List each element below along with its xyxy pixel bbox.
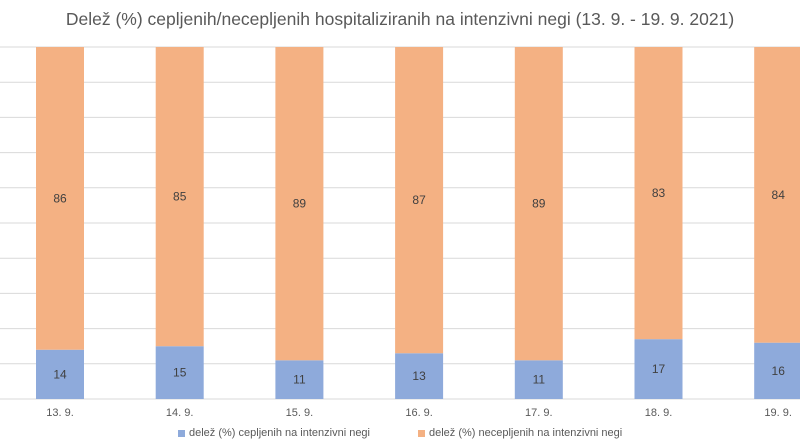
bar-segment-vaccinated — [514, 360, 563, 399]
legend-swatch-vaccinated — [178, 429, 185, 437]
data-label: 11 — [293, 373, 306, 387]
x-axis-ticks: 13. 9. 14. 9. 15. 9. 16. 9. 17. 9. 18. 9. 19. … — [46, 407, 792, 419]
data-label: 89 — [293, 197, 307, 211]
data-label: 84 — [772, 188, 786, 202]
x-tick-label: 16. 9. — [405, 407, 433, 419]
bars — [36, 47, 800, 399]
x-tick-label: 15. 9. — [286, 407, 314, 419]
bar-segment-vaccinated — [36, 349, 84, 399]
legend-item-unvaccinated: delež (%) necepljenih na intenzivni negi — [418, 427, 622, 439]
bar-segment-vaccinated — [634, 339, 683, 399]
bar-segment-unvaccinated — [634, 47, 683, 340]
legend-label-vaccinated: delež (%) cepljenih na intenzivni negi — [189, 427, 370, 439]
data-label: 87 — [412, 193, 426, 207]
data-label: 85 — [173, 190, 187, 204]
x-tick-label: 19. 9. — [764, 407, 792, 419]
bar-segment-unvaccinated — [36, 47, 84, 350]
bar-segment-unvaccinated — [275, 47, 324, 361]
x-tick-label: 14. 9. — [166, 407, 194, 419]
legend-label-unvaccinated: delež (%) necepljenih na intenzivni negi — [429, 427, 623, 439]
data-label: 11 — [533, 373, 546, 387]
data-label: 13 — [412, 369, 426, 383]
data-label: 14 — [53, 367, 67, 381]
data-label: 86 — [53, 191, 67, 205]
bar-segment-unvaccinated — [754, 47, 800, 343]
data-label: 17 — [652, 362, 666, 376]
data-labels: 14 86 15 85 11 89 13 87 11 89 17 83 16 84 — [53, 186, 785, 387]
bar-segment-vaccinated — [155, 346, 204, 399]
x-tick-label: 13. 9. — [46, 407, 74, 419]
legend: delež (%) cepljenih na intenzivni negi d… — [0, 427, 800, 441]
legend-swatch-unvaccinated — [418, 429, 425, 437]
bar-segment-vaccinated — [275, 360, 324, 399]
legend-item-vaccinated: delež (%) cepljenih na intenzivni negi — [178, 427, 370, 439]
bar-segment-unvaccinated — [514, 47, 563, 361]
data-label: 89 — [532, 197, 546, 211]
chart-title: Delež (%) cepljenih/necepljenih hospital… — [65, 9, 735, 29]
bar-segment-unvaccinated — [395, 47, 444, 354]
data-label: 16 — [772, 364, 786, 378]
bar-segment-vaccinated — [754, 342, 800, 399]
data-label: 83 — [652, 186, 666, 200]
x-tick-label: 18. 9. — [645, 407, 673, 419]
data-label: 15 — [173, 366, 187, 380]
bar-segment-vaccinated — [395, 353, 444, 399]
bar-segment-unvaccinated — [155, 47, 204, 347]
x-tick-label: 17. 9. — [525, 407, 553, 419]
